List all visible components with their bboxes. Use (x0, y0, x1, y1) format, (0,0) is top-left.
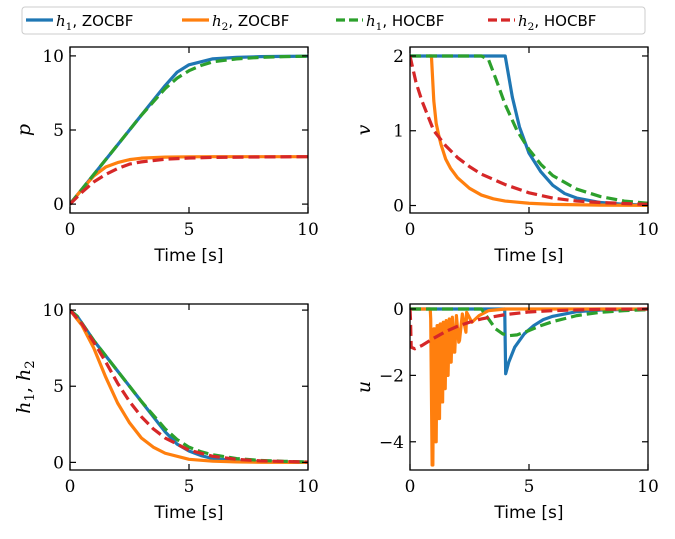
y-tick-label: 10 (42, 301, 64, 321)
x-tick-label: 0 (65, 477, 76, 497)
x-tick-label: 10 (637, 477, 659, 497)
series-line-h2-hocbf (70, 155, 308, 206)
series-group (70, 54, 308, 206)
x-tick-label: 5 (184, 477, 195, 497)
series-line-h2-hocbf (410, 55, 648, 206)
y-axis-label: u (353, 381, 375, 393)
axes-frame (69, 303, 309, 471)
x-axis-label: Time [s] (493, 246, 563, 266)
x-tick-label: 10 (637, 220, 659, 240)
series-line-h1-zocbf (410, 307, 648, 376)
panel-control-input: 0 5 10 0 −2 −4 Time [s] u (353, 300, 659, 523)
panel-barrier-functions: 0 5 10 0 5 10 Time [s] h1​, h2​ (13, 301, 319, 523)
y-tick-label: 1 (393, 122, 404, 142)
y-tick-label: 0 (393, 300, 404, 320)
y-tick-label: 0 (393, 197, 404, 217)
x-axis-label: Time [s] (493, 503, 563, 523)
x-tick-label: 10 (297, 477, 319, 497)
y-axis-label: v (353, 124, 375, 135)
series-line-h1-hocbf (70, 54, 308, 206)
legend-label: h1​, HOCBF (366, 12, 444, 33)
y-tick-label: 2 (393, 47, 404, 67)
y-tick-label: 0 (53, 453, 64, 473)
y-tick-label: 5 (53, 121, 64, 141)
series-line-h2-zocbf (410, 307, 648, 467)
legend-label: h2​, HOCBF (518, 12, 596, 33)
series-line-h2-zocbf (70, 155, 308, 206)
x-tick-label: 0 (405, 477, 416, 497)
series-group (70, 308, 308, 464)
x-tick-label: 5 (524, 477, 535, 497)
series-group (410, 307, 648, 467)
series-line-h2-hocbf (70, 309, 308, 464)
x-tick-label: 0 (65, 220, 76, 240)
series-line-h1-hocbf (410, 307, 648, 338)
series-line-h2-hocbf (410, 307, 648, 351)
legend-box (21, 6, 646, 35)
series-line-h1-zocbf (70, 308, 308, 464)
x-tick-label: 0 (405, 220, 416, 240)
y-tick-label: 0 (53, 195, 64, 215)
y-tick-label: −4 (379, 433, 404, 453)
y-tick-label: 10 (42, 47, 64, 67)
y-tick-label: 5 (53, 377, 64, 397)
series-line-h2-zocbf (429, 54, 648, 207)
x-tick-label: 5 (524, 220, 535, 240)
x-axis-label: Time [s] (153, 503, 223, 523)
x-tick-label: 5 (184, 220, 195, 240)
series-line-h2-zocbf (70, 309, 308, 464)
legend-label: h1​, ZOCBF (56, 12, 133, 33)
series-line-h1-zocbf (70, 54, 308, 206)
series-line-h1-hocbf (410, 54, 648, 205)
x-axis-label: Time [s] (153, 246, 223, 266)
axes-frame (409, 46, 649, 214)
panel-velocity: 0 5 10 0 1 2 Time [s] v (353, 46, 659, 266)
x-tick-label: 10 (297, 220, 319, 240)
series-group (410, 54, 648, 207)
y-tick-label: −2 (379, 366, 404, 386)
series-line-h1-hocbf (70, 308, 308, 464)
y-axis-label: h1​, h2​ (13, 360, 38, 414)
y-axis-label: p (13, 124, 35, 136)
legend: h1​, ZOCBF h2​, ZOCBF h1​, HOCBF h2​, HOCBF (21, 6, 646, 35)
panel-position: 0 5 10 0 5 10 Time [s] p (13, 46, 319, 266)
series-line-h1-zocbf (410, 54, 648, 207)
legend-label: h2​, ZOCBF (212, 12, 289, 33)
